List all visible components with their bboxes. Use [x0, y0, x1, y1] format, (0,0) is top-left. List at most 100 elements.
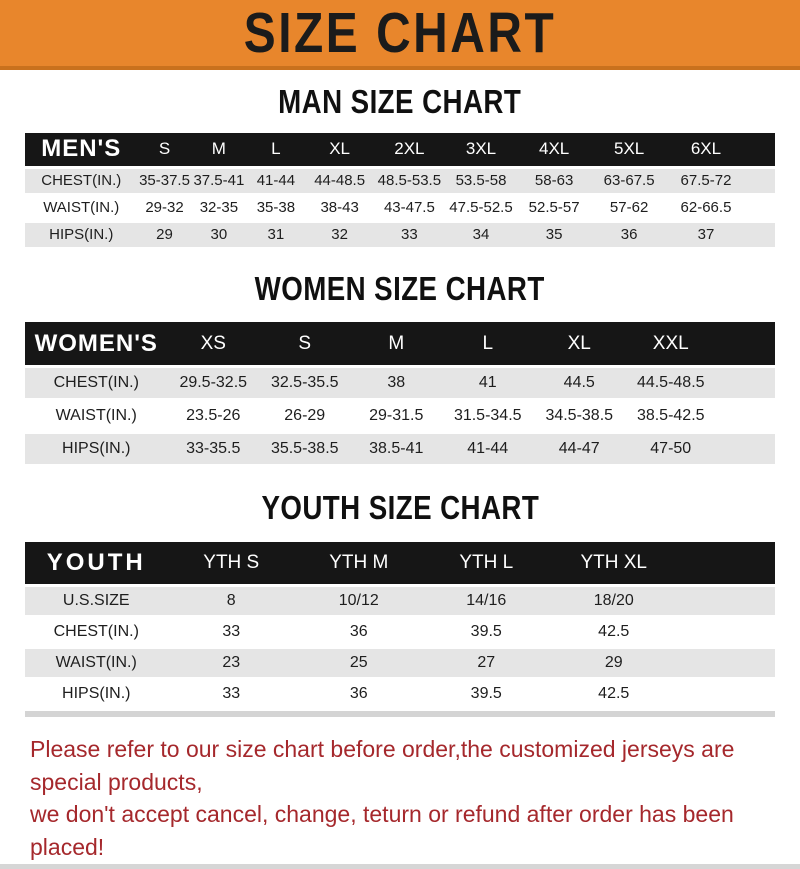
- size-value-cell: 43-47.5: [383, 199, 435, 217]
- charts-container: MAN SIZE CHART MEN'S S M L XL 2XL 3XL 4XL 5XL 6XL C…: [0, 70, 800, 720]
- size-value-cell: 48.5-53.5: [377, 172, 442, 190]
- row-label: HIPS(IN.): [62, 684, 131, 702]
- section-heading-text: MAN SIZE CHART: [278, 83, 522, 120]
- row-label: U.S.SIZE: [62, 591, 130, 609]
- size-value-cell: 38-43: [320, 199, 359, 217]
- size-value-cell: 33: [222, 622, 241, 640]
- size-value-cell: 29: [604, 653, 623, 671]
- size-column-header: 4XL: [517, 132, 592, 166]
- bottom-divider: [0, 863, 800, 869]
- size-column-header: YTH XL: [550, 541, 678, 584]
- table-row: CHEST(IN.) 35-37.5 37.5-41 41-44 44-48.5 48.5…: [25, 168, 775, 193]
- size-column-header: XXL: [625, 322, 717, 366]
- table-row: U.S.SIZE 8 10/12 14/16 18/20: [25, 586, 775, 615]
- disclaimer-line-2: we don't accept cancel, change, teturn o…: [30, 801, 734, 860]
- size-value-cell: 35.5-38.5: [270, 440, 339, 458]
- size-value-cell: 23.5-26: [186, 407, 241, 425]
- size-value-cell: 38.5-41: [369, 440, 424, 458]
- spacer-cell: [745, 196, 775, 220]
- size-column-header: XL: [305, 132, 374, 166]
- size-value-cell: 29: [156, 226, 173, 244]
- size-column-header: S: [259, 322, 351, 366]
- table-row: CHEST(IN.) 29.5-32.5 32.5-35.5 38 41 44.5 44.5…: [25, 368, 775, 399]
- size-column-header: S: [137, 132, 192, 166]
- size-value-cell: 29.5-32.5: [179, 374, 248, 392]
- size-value-cell: 67.5-72: [680, 172, 732, 190]
- section-heading-men: MAN SIZE CHART: [0, 83, 800, 120]
- footer-disclaimer: Please refer to our size chart before or…: [0, 733, 800, 864]
- spacer-cell: [717, 434, 776, 464]
- row-label: WAIST(IN.): [55, 653, 137, 671]
- size-column-header: 3XL: [445, 132, 517, 166]
- table-row: CHEST(IN.) 33 36 39.5 42.5: [25, 617, 776, 646]
- table-title-cell: YOUTH: [25, 541, 168, 584]
- row-label: CHEST(IN.): [53, 622, 139, 640]
- spacer-cell: [717, 401, 776, 431]
- size-value-cell: 33: [401, 226, 418, 244]
- size-value-cell: 38.5-42.5: [636, 407, 705, 425]
- size-value-cell: 36: [620, 226, 638, 244]
- section-heading-women: WOMEN SIZE CHART: [0, 271, 800, 307]
- row-label: CHEST(IN.): [53, 374, 139, 392]
- row-label: HIPS(IN.): [49, 226, 114, 244]
- size-value-cell: 31.5-34.5: [453, 407, 522, 425]
- table-header: WOMEN'S XS S M L XL XXL: [25, 322, 775, 366]
- size-column-header: M: [191, 132, 247, 166]
- size-value-cell: 23: [222, 653, 241, 671]
- spacer-cell: [745, 169, 775, 193]
- size-value-cell: 35: [545, 226, 563, 244]
- size-value-cell: 41-44: [256, 172, 296, 190]
- size-value-cell: 41-44: [467, 440, 509, 458]
- size-column-header: YTH L: [422, 541, 550, 584]
- size-table-women: WOMEN'S XS S M L XL XXL CHEST(IN.) 29.5-32.5 32.5…: [25, 319, 775, 467]
- size-value-cell: 39.5: [470, 622, 502, 640]
- size-value-cell: 32: [331, 226, 348, 244]
- spacer-cell: [716, 322, 775, 366]
- spacer-cell: [745, 223, 775, 247]
- size-value-cell: 38: [387, 374, 406, 392]
- size-value-cell: 25: [349, 653, 368, 671]
- size-column-header: XS: [167, 322, 259, 366]
- size-column-header: YTH S: [167, 541, 295, 584]
- size-value-cell: 39.5: [470, 684, 502, 702]
- size-column-header: YTH M: [295, 541, 423, 584]
- size-value-cell: 29-31.5: [369, 407, 424, 425]
- table-body: CHEST(IN.) 35-37.5 37.5-41 41-44 44-48.5 48.5…: [25, 168, 775, 247]
- spacer-cell: [677, 541, 775, 584]
- size-value-cell: 52.5-57: [528, 199, 580, 217]
- size-value-cell: 32-35: [199, 199, 239, 217]
- size-value-cell: 58-63: [534, 172, 574, 190]
- section-heading-youth: YOUTH SIZE CHART: [0, 491, 800, 526]
- size-value-cell: 44.5: [563, 374, 595, 392]
- size-value-cell: 47-50: [650, 440, 692, 458]
- size-column-header: 5XL: [591, 132, 667, 166]
- table-title-cell: MEN'S: [25, 132, 138, 166]
- spacer-cell: [678, 649, 776, 677]
- size-value-cell: 14/16: [466, 591, 507, 609]
- banner-title: SIZE CHART: [243, 0, 557, 65]
- size-value-cell: 63-67.5: [603, 172, 655, 190]
- table-row: HIPS(IN.) 33-35.5 35.5-38.5 38.5-41 41-44 44-…: [25, 434, 776, 465]
- size-value-cell: 44-47: [558, 440, 600, 458]
- size-value-cell: 41: [478, 374, 497, 392]
- size-value-cell: 44-48.5: [314, 172, 366, 190]
- size-column-header: L: [442, 322, 534, 366]
- spacer-cell: [678, 680, 776, 708]
- table-bottom-strip: [25, 710, 775, 717]
- size-value-cell: 36: [349, 684, 368, 702]
- size-value-cell: 47.5-52.5: [449, 199, 513, 217]
- size-value-cell: 30: [210, 226, 228, 244]
- size-value-cell: 34: [472, 226, 490, 244]
- size-value-cell: 37: [697, 226, 715, 244]
- header-row: YOUTH YTH S YTH M YTH L YTH XL: [25, 541, 775, 584]
- section-heading-text: YOUTH SIZE CHART: [261, 489, 539, 527]
- size-value-cell: 57-62: [609, 199, 649, 217]
- size-value-cell: 36: [349, 622, 368, 640]
- table-row: WAIST(IN.) 29-32 32-35 35-38 38-43 43-47.5 47.…: [25, 195, 775, 220]
- strip-cell: [25, 710, 775, 717]
- spacer-cell: [678, 618, 776, 646]
- spacer-cell: [744, 132, 775, 166]
- table-row: WAIST(IN.) 23 25 27 29: [25, 648, 776, 677]
- banner: SIZE CHART: [0, 0, 800, 70]
